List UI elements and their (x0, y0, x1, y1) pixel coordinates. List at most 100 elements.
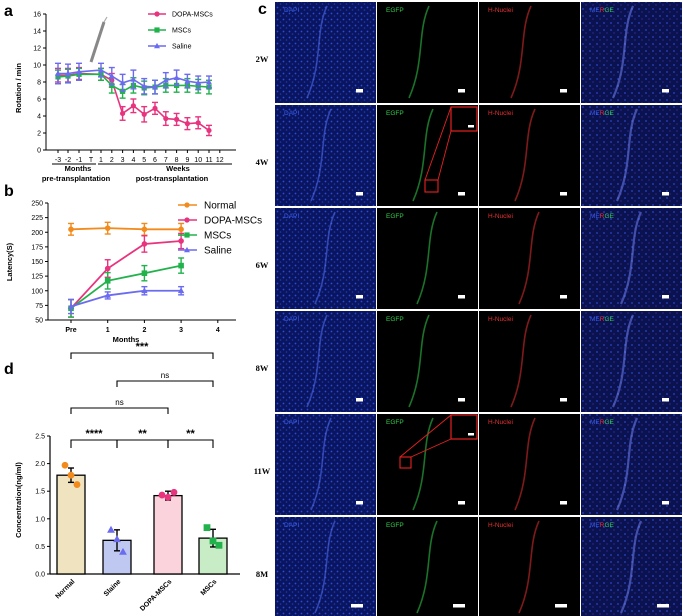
micro-row-label: 4W (256, 157, 269, 167)
micro-tissue-streak (412, 417, 434, 511)
micro-tissue-streak (619, 520, 642, 614)
chart-a-legend-marker (154, 11, 160, 17)
chart-a-point (130, 103, 136, 109)
micro-tile (377, 105, 478, 206)
micro-channel-label: H-Nuclei (488, 522, 513, 529)
micro-tissue-streak (510, 314, 532, 408)
inset-scale-bar (468, 433, 474, 436)
merge-part: R (600, 213, 605, 220)
chart-a-xtick-label: 2 (110, 157, 114, 164)
chart-a-xtick-label: T (89, 157, 94, 164)
scale-bar (560, 398, 567, 402)
merge-part: GE (604, 419, 614, 426)
chart-a-legend-label: MSCs (172, 28, 192, 35)
chart-a-point (119, 79, 126, 86)
chart-a-ytick-label: 4 (37, 114, 41, 121)
chart-b-xtick-label: 2 (142, 327, 146, 334)
micro-tissue-streak (615, 417, 638, 511)
merge-part: GE (604, 7, 614, 14)
chart-d-sig-label: ** (186, 428, 195, 440)
chart-b-point (141, 287, 148, 294)
chart-a-ytick-label: 14 (33, 29, 41, 36)
micro-tissue-streak (514, 108, 536, 202)
chart-b-legend-label: Normal (204, 201, 236, 212)
merge-part: GE (604, 522, 614, 529)
micro-tissue-streak (416, 211, 438, 305)
chart-b-ytick-label: 150 (31, 259, 43, 266)
chart-d-sig-bracket (70, 352, 214, 359)
chart-a-ytick-label: 12 (33, 46, 41, 53)
chart-d-ytick-label: 0.5 (35, 544, 45, 551)
micro-tissue-streak (314, 211, 336, 305)
micro-tissue-streak (310, 417, 332, 511)
merge-part: R (600, 110, 605, 117)
chart-b-line-Normal (70, 227, 182, 231)
scale-bar (662, 501, 669, 505)
chart-a-legend-label: DOPA-MSCs (172, 12, 213, 19)
chart-a-point (130, 76, 137, 82)
chart-d-category-label: MSCs (200, 578, 219, 597)
chart-a-xtick-label: 4 (131, 157, 135, 164)
micro-tile (479, 2, 580, 103)
micro-channel-label: DAPI (284, 316, 299, 323)
inset-connector (399, 414, 452, 458)
chart-a-point (141, 83, 148, 89)
chart-b-line-DOPA-MSCs (70, 240, 182, 309)
chart-a-xtick-label: 12 (216, 157, 224, 164)
chart-b-point (141, 241, 148, 247)
chart-b-line-Saline (70, 289, 182, 308)
micro-tissue-streak (514, 417, 536, 511)
chart-b-point (141, 226, 148, 233)
chart-d-bar-DOPA-MSCs (153, 494, 183, 575)
scale-bar (458, 501, 465, 505)
micro-channel-label: H-Nuclei (488, 7, 513, 14)
micro-tissue-streak (306, 5, 328, 99)
scale-bar (458, 89, 465, 93)
micro-channel-label: EGFP (386, 316, 404, 323)
micro-tile (377, 414, 478, 515)
micro-channel-label-merge: MERGE (590, 213, 615, 220)
micro-tissue-streak (416, 520, 438, 614)
merge-part: R (600, 419, 605, 426)
micro-channel-label: EGFP (386, 7, 404, 14)
chart-d-point (67, 471, 75, 479)
chart-a-pre-label: Months (65, 164, 92, 173)
panel-label-a: a (4, 3, 13, 20)
micro-tissue-streak (306, 314, 328, 408)
micro-channel-label-merge: MERGE (590, 419, 615, 426)
chart-a-xtick-label: -1 (76, 157, 82, 164)
chart-b-legend-marker (184, 246, 190, 253)
chart-b-legend-label: DOPA-MSCs (204, 216, 262, 227)
chart-a-point (162, 77, 169, 83)
inset-connector (424, 106, 452, 181)
scale-bar (356, 89, 363, 93)
scale-bar (458, 295, 465, 299)
micro-tile (377, 311, 478, 412)
chart-a-pre-sub: pre-transplantation (42, 174, 111, 183)
micro-tile (275, 414, 376, 515)
scale-bar (560, 295, 567, 299)
chart-b-legend-label: Saline (204, 246, 232, 257)
micro-channel-label: DAPI (284, 419, 299, 426)
chart-a-xtick-label: -3 (55, 157, 61, 164)
chart-d-ytick-label: 1.0 (35, 516, 45, 523)
micro-channel-label: H-Nuclei (488, 110, 513, 117)
scale-bar (560, 192, 567, 196)
chart-a-point (109, 82, 115, 88)
chart-d-ytick-label: 2.0 (35, 461, 45, 468)
chart-a-ylabel: Rotation / min (14, 63, 23, 113)
chart-b-ytick-label: 200 (31, 230, 43, 237)
chart-a-ytick-label: 16 (33, 12, 41, 19)
chart-a-xtick-label: -2 (65, 157, 71, 164)
chart-a-point (65, 70, 71, 76)
micro-channel-label: DAPI (284, 7, 299, 14)
chart-b-xlabel: Months (113, 335, 140, 344)
chart-b-point (104, 292, 111, 298)
merge-part: ME (590, 7, 600, 14)
micro-tissue-streak (518, 211, 540, 305)
chart-d-ylabel: Concentration(ng/ml) (14, 462, 23, 538)
micro-tile (275, 2, 376, 103)
scale-bar (356, 192, 363, 196)
chart-a-point (184, 121, 190, 127)
